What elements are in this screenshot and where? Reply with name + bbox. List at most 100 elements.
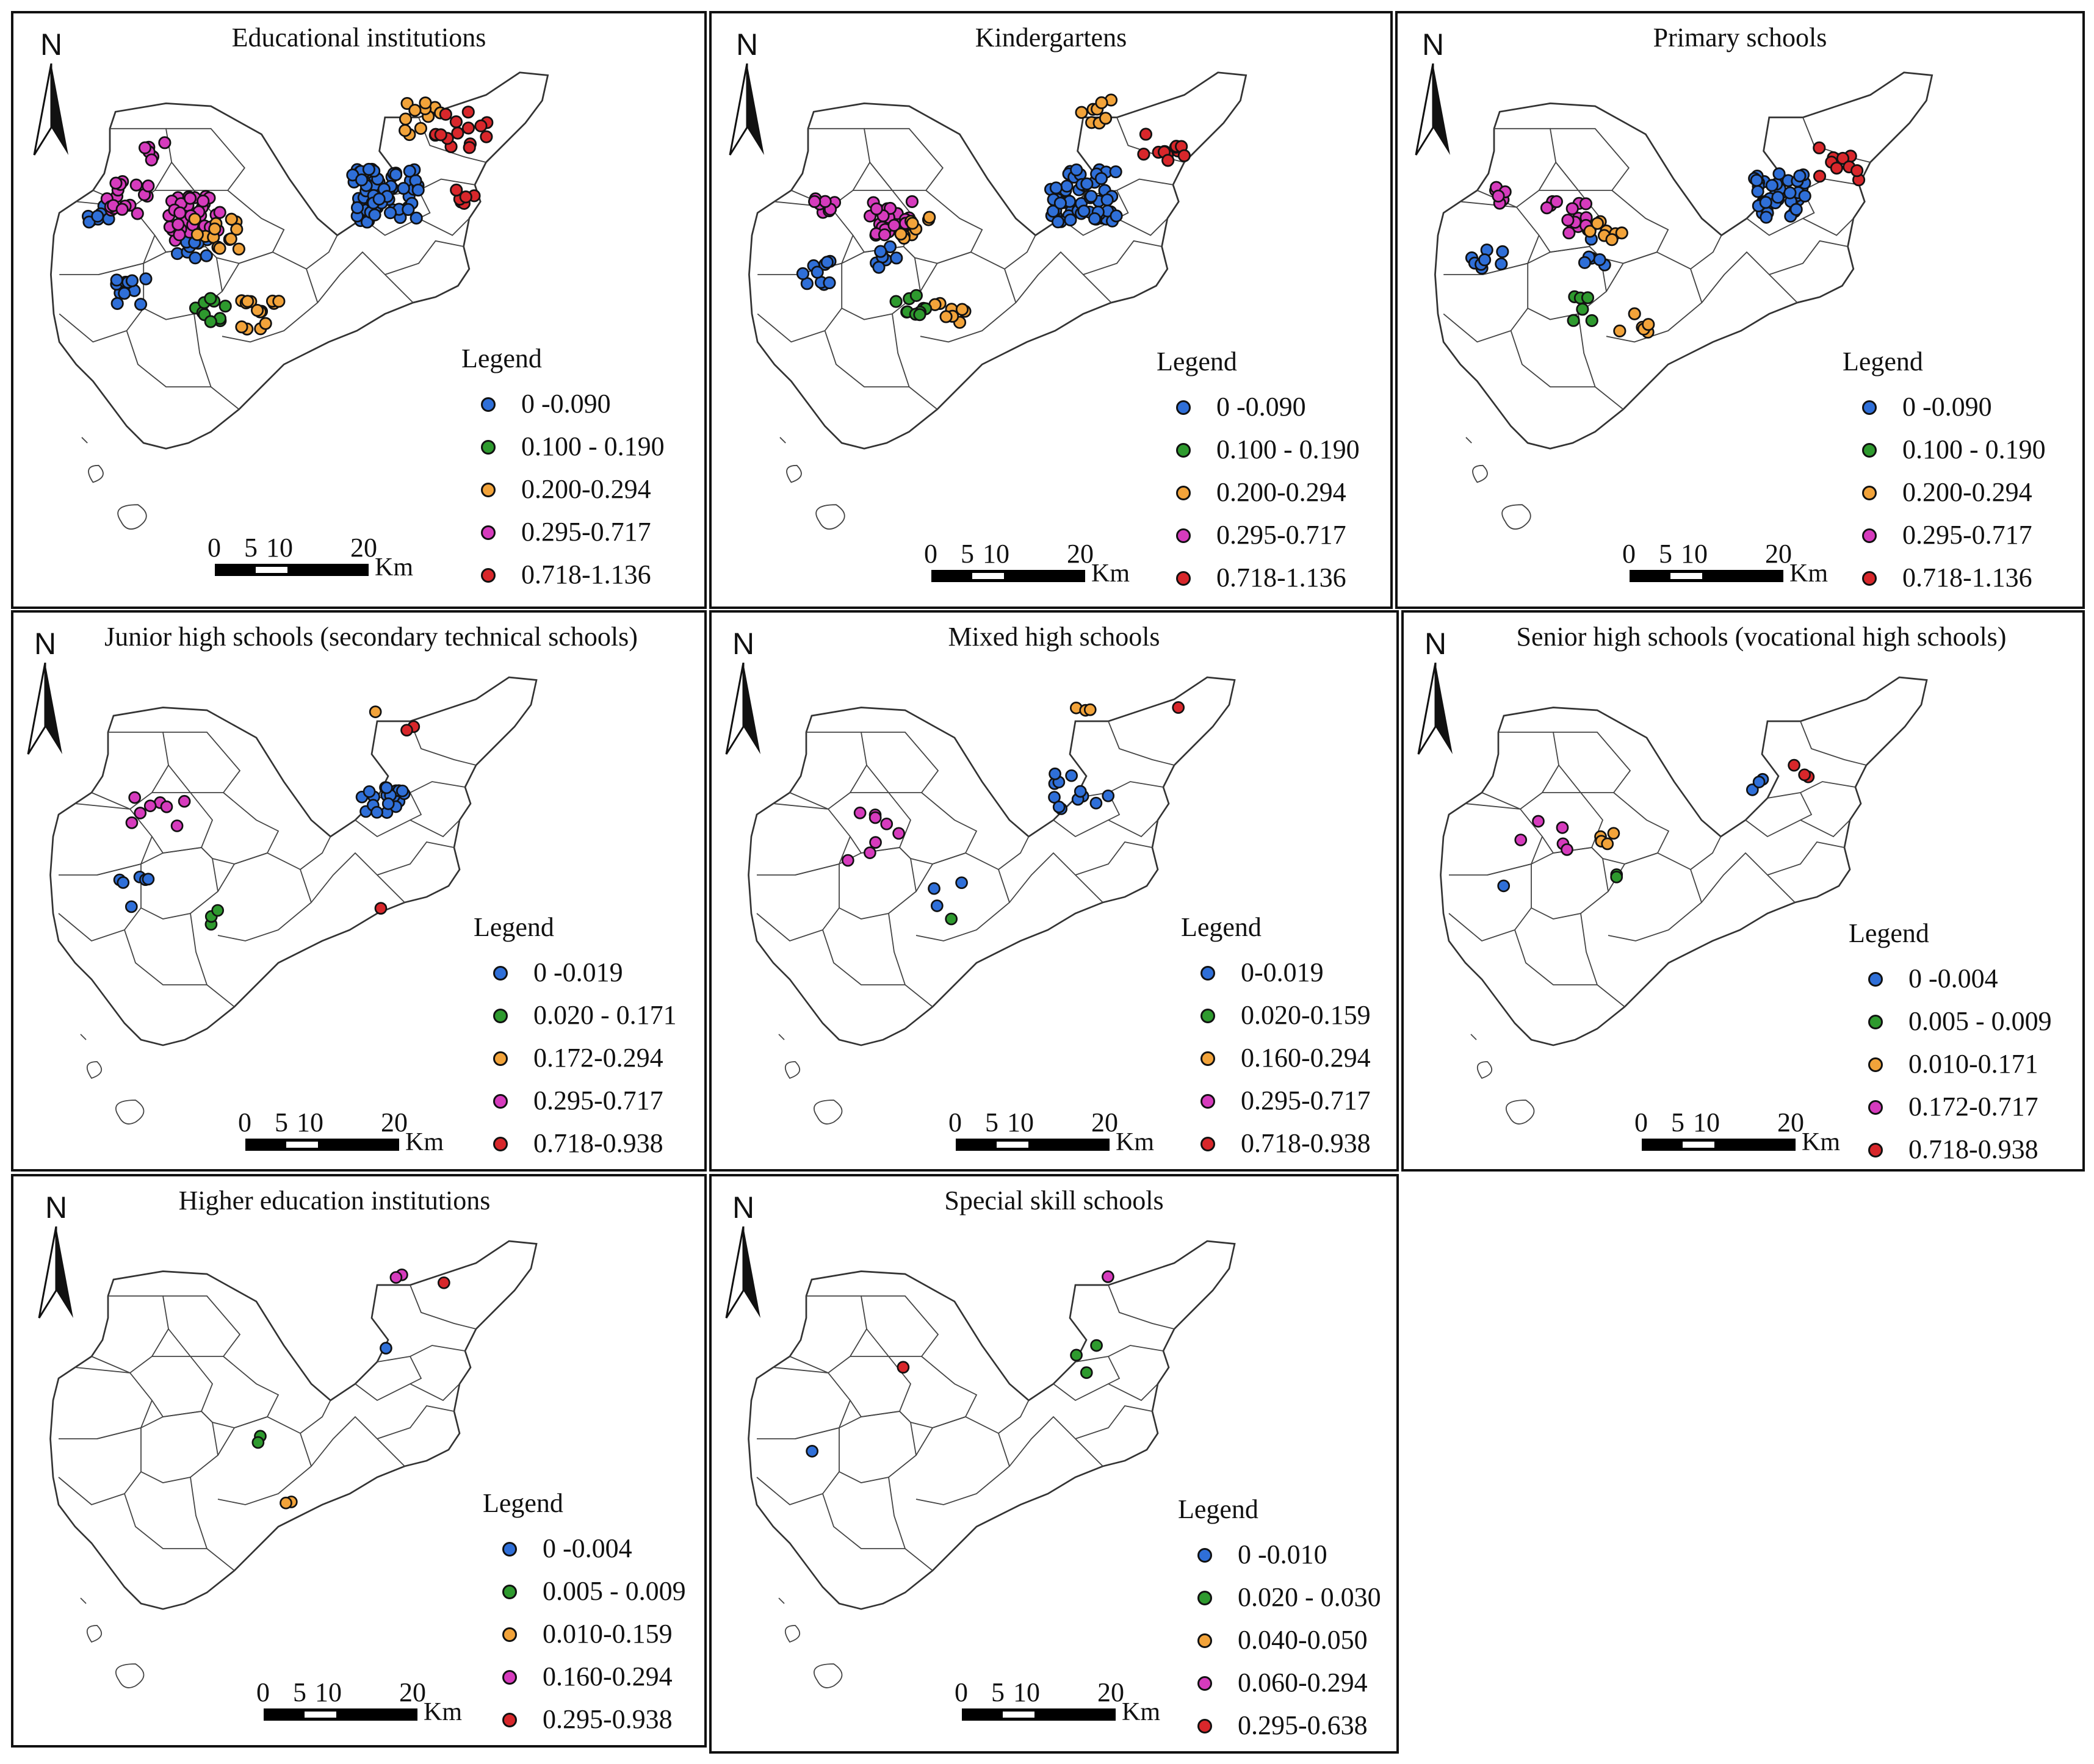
map-panel-special-skill-schools: Special skill schools N Legend 0 -0.010 … (709, 1174, 1399, 1754)
school-point (806, 1445, 819, 1458)
legend-title: Legend (1157, 347, 1237, 376)
district-boundary (151, 1356, 214, 1417)
north-arrow-icon (1417, 663, 1453, 755)
school-point (280, 1496, 292, 1510)
district-boundary (1767, 781, 1856, 799)
school-point (1593, 253, 1606, 267)
school-point (118, 287, 131, 300)
district-boundary (850, 792, 912, 854)
school-point (909, 289, 923, 302)
map-panel-kindergartens: Kindergartens N Legend 0 -0.090 0.100 - … (709, 11, 1393, 609)
school-point (400, 724, 413, 737)
district-boundary (91, 732, 169, 810)
school-point (955, 876, 968, 890)
legend-swatch-magenta (1862, 528, 1877, 543)
legend-swatch-blue (481, 397, 496, 412)
legend-item: 0.295-0.717 (489, 1079, 677, 1122)
legend-swatch-green (1868, 1015, 1883, 1029)
island-outline (86, 1625, 103, 1643)
school-point (928, 882, 940, 895)
district-boundary (861, 732, 939, 793)
district-map (748, 676, 1236, 1125)
school-point (410, 211, 423, 225)
district-map (49, 1240, 538, 1688)
school-point (889, 295, 903, 308)
school-point (362, 162, 375, 176)
school-point (1070, 1348, 1083, 1362)
school-point (870, 202, 883, 215)
school-point (395, 784, 409, 797)
school-point (383, 206, 397, 220)
school-point (399, 124, 412, 137)
school-point (853, 806, 867, 819)
district-boundary (58, 1427, 142, 1506)
school-point (923, 211, 936, 224)
district-boundary (1701, 251, 1798, 303)
school-point (1565, 202, 1579, 215)
district-boundary (1802, 117, 1871, 163)
district-boundary (1690, 836, 1722, 870)
legend-swatch-blue (1176, 400, 1191, 415)
school-point (1064, 213, 1077, 227)
legend: Legend 0 -0.090 0.100 - 0.190 0.200-0.29… (1843, 346, 2046, 599)
legend-item: 0-0.019 (1197, 951, 1371, 994)
school-point (868, 811, 882, 824)
legend-item: 0.200-0.294 (477, 468, 665, 511)
school-point (134, 807, 147, 819)
school-point (125, 816, 139, 829)
legend-item: 0.295-0.717 (1197, 1079, 1371, 1122)
district-map (1434, 71, 1933, 530)
legend-swatch-green (502, 1585, 517, 1599)
district-boundary (892, 314, 938, 410)
legend-item: 0 -0.019 (489, 951, 677, 994)
school-point (399, 112, 413, 126)
district-boundary (317, 251, 414, 303)
legend-item: 0 -0.090 (1172, 386, 1360, 428)
school-point (259, 317, 272, 330)
school-point (1581, 291, 1595, 304)
district-boundary (410, 792, 422, 821)
legend-swatch-orange (1868, 1057, 1883, 1072)
legend-item: 0.295-0.717 (477, 511, 665, 553)
legend-swatch-magenta (1197, 1676, 1212, 1691)
north-arrow: N (725, 626, 762, 760)
legend-item: 0.100 - 0.190 (477, 425, 665, 468)
school-point (1567, 314, 1580, 327)
district-boundary (1015, 251, 1112, 303)
legend-swatch-red (1862, 571, 1877, 586)
legend-swatch-orange (1862, 486, 1877, 500)
panel-title: Junior high schools (secondary technical… (104, 622, 638, 652)
island-outline (784, 1061, 801, 1079)
legend-item: 0.160-0.294 (1197, 1037, 1371, 1079)
district-boundary (385, 240, 464, 275)
legend-swatch-orange (502, 1627, 517, 1642)
district-boundary (1690, 235, 1722, 270)
legend-title: Legend (461, 344, 542, 373)
island-outline (1506, 1100, 1535, 1125)
scale-bar: 0 5 10 20 Km (924, 539, 1130, 588)
school-point (450, 183, 463, 197)
island-outline (1476, 1061, 1493, 1079)
school-point (1100, 193, 1114, 207)
legend-item: 0.020-0.159 (1197, 994, 1371, 1037)
school-point (197, 194, 210, 208)
school-point (218, 300, 232, 313)
school-point (411, 183, 425, 197)
district-boundary (1608, 852, 1703, 941)
district-boundary (140, 847, 218, 920)
school-point (1579, 197, 1593, 211)
school-point (1109, 165, 1122, 179)
school-point (171, 218, 185, 231)
school-point (1080, 177, 1094, 190)
school-point (125, 900, 138, 913)
island-outline (86, 1061, 103, 1079)
school-point (1613, 324, 1626, 338)
legend-swatch-magenta (502, 1670, 517, 1685)
district-boundary (124, 929, 208, 985)
scale-bar: 0 5 10 20 Km (1622, 539, 1828, 588)
school-point (134, 298, 148, 311)
school-point (1048, 791, 1061, 804)
district-boundary (864, 128, 944, 191)
legend-swatch-orange (1200, 1051, 1215, 1066)
legend-swatch-green (1862, 443, 1877, 458)
